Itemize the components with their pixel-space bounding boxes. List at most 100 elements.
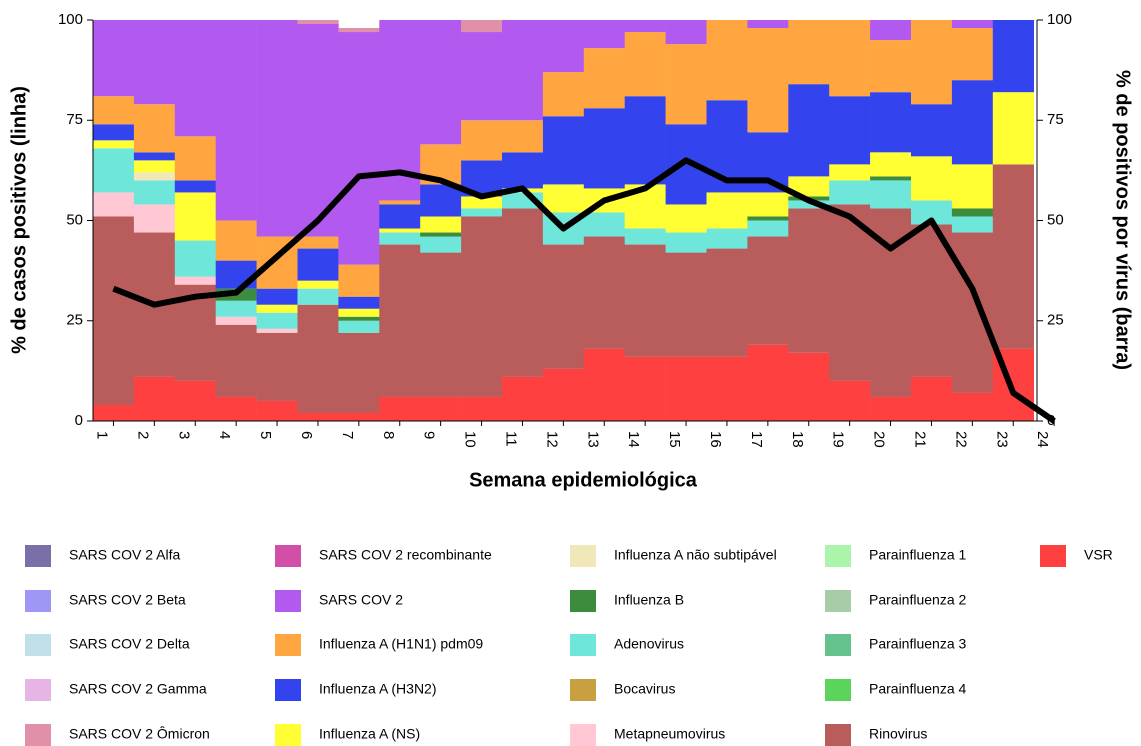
bar-segment — [502, 376, 544, 421]
bar-segment — [665, 44, 707, 125]
legend-swatch — [275, 545, 301, 567]
bar-segment — [133, 376, 176, 421]
x-tick-label: 23 — [993, 431, 1010, 448]
bar-segment — [706, 356, 748, 421]
bar-segment — [911, 156, 953, 201]
legend-label: Parainfluenza 2 — [869, 592, 967, 608]
bar-segment — [788, 20, 830, 85]
legend-swatch — [570, 634, 596, 656]
bar-segment — [133, 104, 176, 153]
legend-label: Influenza B — [614, 592, 684, 608]
legend-label: SARS COV 2 Delta — [69, 636, 190, 652]
bar-segment — [133, 152, 176, 161]
bar-segment — [338, 264, 380, 297]
bar-segment — [829, 180, 871, 205]
bar-segment — [665, 356, 707, 421]
bar-segment — [665, 204, 707, 233]
legend-label: Parainfluenza 3 — [869, 636, 967, 652]
legend-swatch — [1040, 545, 1066, 567]
bar-segment — [583, 20, 625, 49]
bar-segment — [747, 344, 789, 421]
x-tick-label: 12 — [543, 431, 560, 448]
legend-label: Rinovirus — [869, 726, 927, 742]
bar-segment — [338, 308, 380, 317]
bar-segment — [174, 380, 216, 421]
bar-segment — [624, 32, 666, 97]
bar-segment — [951, 232, 994, 393]
x-tick-label: 8 — [380, 431, 397, 439]
bar-segment — [93, 96, 135, 125]
bar-segment — [951, 164, 994, 209]
bar-segment — [256, 312, 298, 329]
bar-segment — [461, 196, 503, 209]
legend-label: Influenza A (H3N2) — [319, 681, 437, 697]
legend-label: SARS COV 2 Ômicron — [69, 726, 210, 742]
bar-segment — [338, 316, 380, 321]
bar-segment — [338, 28, 380, 33]
bar-segment — [747, 220, 789, 237]
bar-segment — [215, 316, 257, 325]
legend-label: Parainfluenza 4 — [869, 681, 967, 697]
bar-segment — [256, 400, 298, 421]
legend-swatch — [25, 679, 51, 701]
legend-swatch — [825, 545, 851, 567]
y-tick-label: 50 — [66, 211, 83, 228]
bar-segment — [624, 20, 666, 33]
x-tick-label: 13 — [584, 431, 601, 448]
y-tick-label: 100 — [58, 11, 83, 28]
legend-swatch — [25, 590, 51, 612]
bar-segment — [583, 212, 625, 237]
legend-label: SARS COV 2 recombinante — [319, 547, 492, 563]
bar-segment — [788, 84, 830, 177]
bar-segment — [870, 152, 912, 177]
bar-segment — [256, 288, 298, 305]
bar-segment — [174, 180, 216, 193]
bar-segment — [788, 352, 830, 421]
bar-segment — [379, 200, 421, 205]
bar-segment — [747, 28, 789, 133]
bar-segment — [461, 20, 503, 33]
bar-segment — [911, 224, 953, 377]
bar-segment — [542, 20, 585, 73]
bar-segment — [542, 184, 585, 213]
bar-segment — [502, 208, 544, 377]
bar-segment — [133, 172, 176, 181]
x-axis-title: Semana epidemiológica — [469, 469, 698, 491]
legend-label: VSR — [1084, 547, 1113, 563]
x-tick-label: 14 — [625, 431, 642, 448]
bar-segment — [951, 216, 994, 233]
bar-segment — [379, 232, 421, 245]
bar-segment — [174, 20, 216, 137]
bar-segment — [747, 216, 789, 221]
bar-segment — [706, 192, 748, 229]
legend-label: Influenza A não subtipável — [614, 547, 777, 563]
x-tick-label: 17 — [748, 431, 765, 448]
bar-segment — [215, 220, 257, 261]
bar-segment — [379, 396, 421, 421]
line — [112, 157, 1056, 424]
bar-segment — [133, 160, 176, 173]
bar-segment — [706, 228, 748, 249]
bar-segment — [297, 248, 339, 281]
bar-segment — [420, 396, 462, 421]
y2-tick-label: 100 — [1047, 11, 1072, 28]
bar-segment — [870, 20, 912, 41]
bar-segment — [951, 80, 994, 165]
x-tick-label: 10 — [462, 431, 479, 448]
bar-segment — [379, 228, 421, 233]
bar-segment — [338, 296, 380, 309]
x-tick-label: 7 — [339, 431, 356, 439]
legend-swatch — [570, 545, 596, 567]
bar-segment — [665, 232, 707, 253]
bar-segment — [256, 20, 298, 237]
bar-segment — [624, 244, 666, 357]
x-tick-label: 21 — [911, 431, 928, 448]
x-tick-label: 5 — [257, 431, 274, 439]
legend-label: Parainfluenza 1 — [869, 547, 967, 563]
bar-segment — [215, 20, 257, 221]
legend-swatch — [825, 634, 851, 656]
legend-label: SARS COV 2 Alfa — [69, 547, 180, 563]
bar-segment — [133, 180, 176, 205]
legend-swatch — [275, 634, 301, 656]
